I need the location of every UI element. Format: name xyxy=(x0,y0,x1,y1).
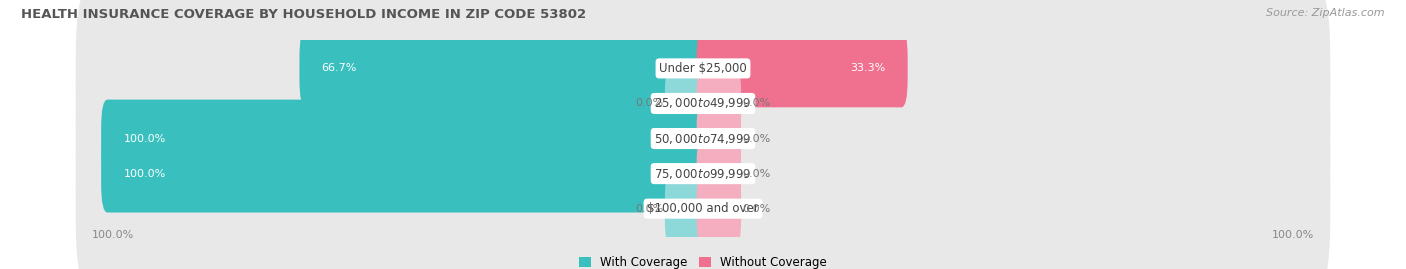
FancyBboxPatch shape xyxy=(665,170,710,247)
Text: $100,000 and over: $100,000 and over xyxy=(647,202,759,215)
FancyBboxPatch shape xyxy=(76,91,1330,256)
Text: 100.0%: 100.0% xyxy=(1272,230,1315,240)
Text: 0.0%: 0.0% xyxy=(742,133,770,144)
FancyBboxPatch shape xyxy=(665,65,710,142)
FancyBboxPatch shape xyxy=(76,126,1330,269)
FancyBboxPatch shape xyxy=(696,30,908,107)
FancyBboxPatch shape xyxy=(101,100,710,178)
FancyBboxPatch shape xyxy=(76,0,1330,151)
Text: 100.0%: 100.0% xyxy=(124,169,166,179)
Text: 66.7%: 66.7% xyxy=(322,63,357,73)
Text: HEALTH INSURANCE COVERAGE BY HOUSEHOLD INCOME IN ZIP CODE 53802: HEALTH INSURANCE COVERAGE BY HOUSEHOLD I… xyxy=(21,8,586,21)
FancyBboxPatch shape xyxy=(76,56,1330,221)
Text: $75,000 to $99,999: $75,000 to $99,999 xyxy=(654,167,752,180)
Text: 100.0%: 100.0% xyxy=(91,230,134,240)
FancyBboxPatch shape xyxy=(76,21,1330,186)
Text: 0.0%: 0.0% xyxy=(742,98,770,108)
Text: Source: ZipAtlas.com: Source: ZipAtlas.com xyxy=(1267,8,1385,18)
FancyBboxPatch shape xyxy=(299,30,710,107)
Text: $50,000 to $74,999: $50,000 to $74,999 xyxy=(654,132,752,146)
FancyBboxPatch shape xyxy=(696,135,741,213)
Text: 0.0%: 0.0% xyxy=(742,204,770,214)
Text: 0.0%: 0.0% xyxy=(636,98,664,108)
FancyBboxPatch shape xyxy=(101,135,710,213)
Text: 0.0%: 0.0% xyxy=(742,169,770,179)
Text: 100.0%: 100.0% xyxy=(124,133,166,144)
Text: $25,000 to $49,999: $25,000 to $49,999 xyxy=(654,97,752,111)
FancyBboxPatch shape xyxy=(696,65,741,142)
FancyBboxPatch shape xyxy=(696,100,741,178)
Legend: With Coverage, Without Coverage: With Coverage, Without Coverage xyxy=(574,252,832,269)
Text: 0.0%: 0.0% xyxy=(636,204,664,214)
Text: Under $25,000: Under $25,000 xyxy=(659,62,747,75)
FancyBboxPatch shape xyxy=(696,170,741,247)
Text: 33.3%: 33.3% xyxy=(851,63,886,73)
